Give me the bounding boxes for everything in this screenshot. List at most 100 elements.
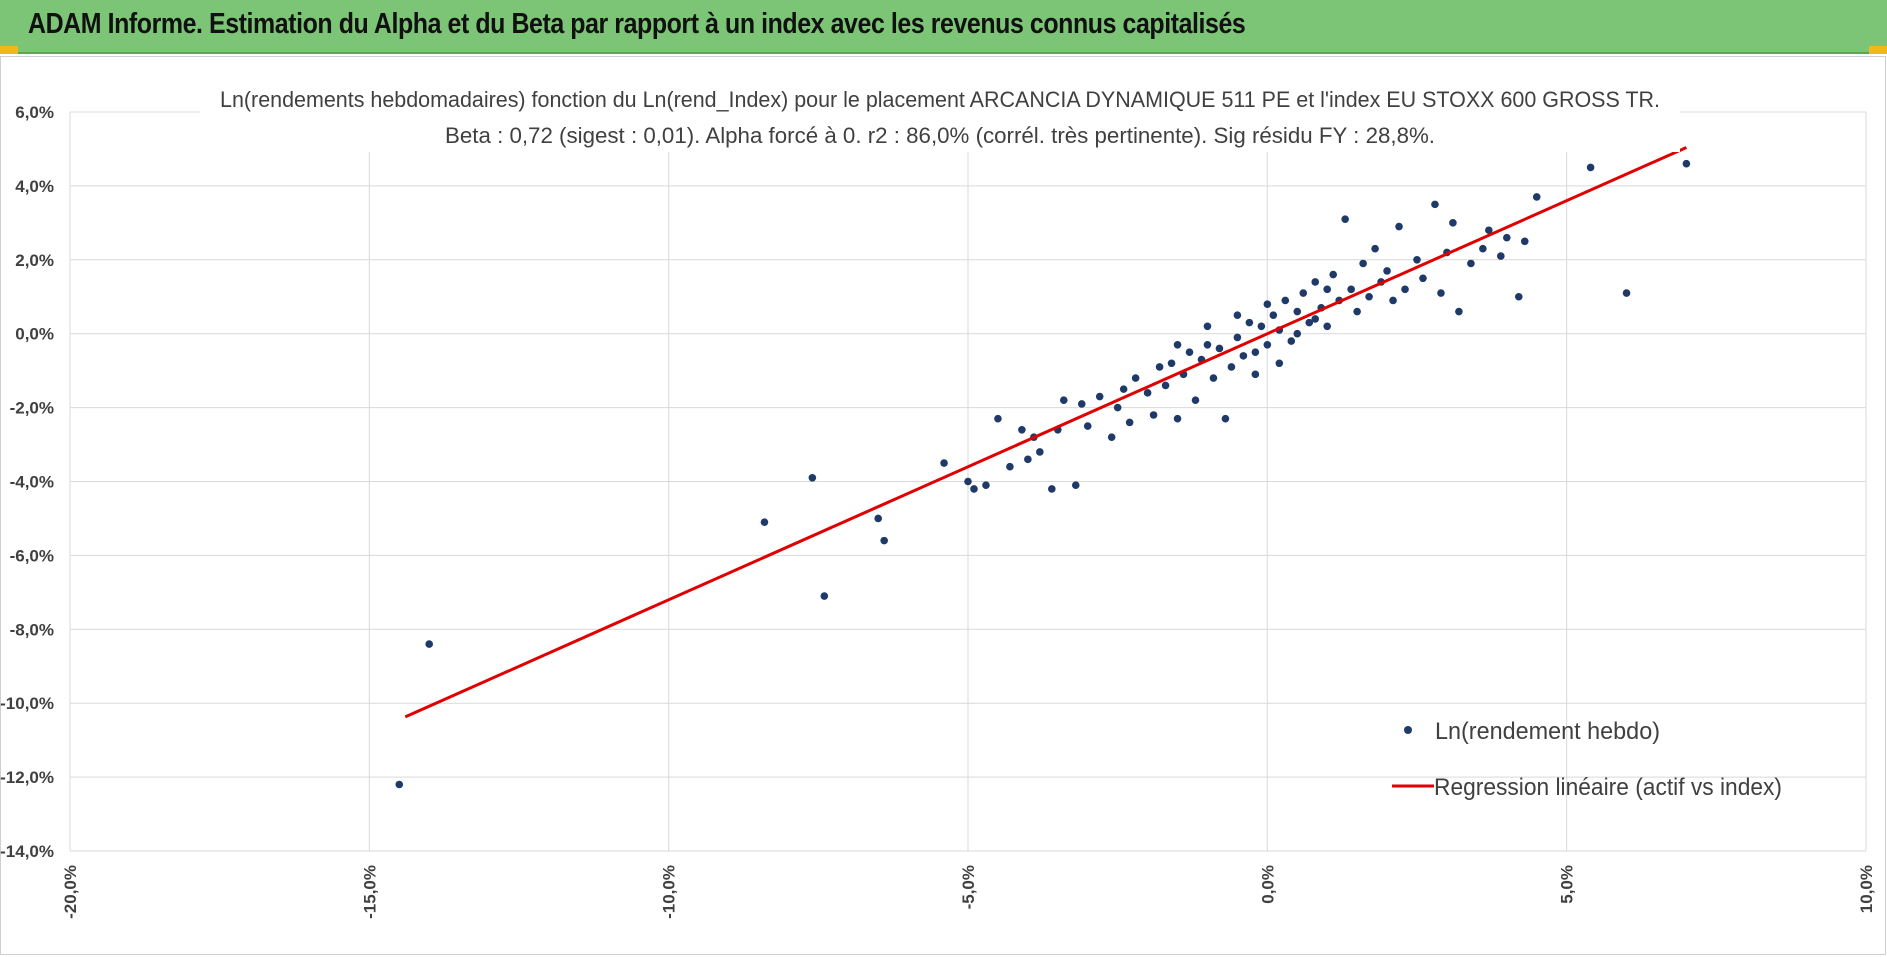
y-tick-label: -4,0% bbox=[10, 473, 54, 492]
data-point bbox=[1353, 307, 1361, 316]
data-point bbox=[964, 477, 972, 486]
data-point bbox=[1371, 244, 1379, 253]
data-point bbox=[1401, 285, 1409, 294]
data-point bbox=[1287, 337, 1296, 345]
data-point bbox=[1413, 255, 1421, 264]
data-point bbox=[1036, 448, 1044, 456]
data-point bbox=[994, 414, 1002, 423]
data-point bbox=[1221, 414, 1230, 423]
data-point bbox=[1006, 462, 1014, 471]
report-title: ADAM Informe. Estimation du Alpha et du … bbox=[28, 8, 1246, 40]
data-point bbox=[1173, 340, 1182, 349]
data-point bbox=[1293, 307, 1302, 316]
y-tick-label: -12,0% bbox=[0, 768, 54, 787]
data-point bbox=[1365, 292, 1373, 301]
x-tick-label: -10,0% bbox=[660, 865, 679, 919]
data-point bbox=[1203, 340, 1212, 349]
title-background bbox=[200, 82, 1680, 152]
regression-line-group bbox=[404, 146, 1688, 719]
x-tick-label: -15,0% bbox=[360, 865, 379, 919]
y-tick-label: -8,0% bbox=[10, 620, 54, 639]
data-point bbox=[1389, 296, 1397, 305]
data-point bbox=[1485, 226, 1493, 235]
chart-title: Ln(rendements hebdomadaires) fonction du… bbox=[220, 87, 1660, 112]
data-point bbox=[1520, 237, 1529, 246]
legend-label-line: Regression linéaire (actif vs index) bbox=[1434, 774, 1782, 801]
data-point bbox=[1173, 414, 1182, 423]
y-tick-label: 0,0% bbox=[15, 325, 54, 344]
data-point bbox=[940, 459, 948, 467]
data-point bbox=[1431, 200, 1439, 209]
chart-subtitle: Beta : 0,72 (sigest : 0,01). Alpha forcé… bbox=[445, 123, 1435, 148]
data-point bbox=[1113, 403, 1122, 412]
x-tick-label: 10,0% bbox=[1857, 865, 1876, 913]
data-point bbox=[1622, 289, 1631, 297]
data-point bbox=[1251, 348, 1260, 356]
y-tick-label: -6,0% bbox=[10, 546, 54, 565]
data-point bbox=[1263, 340, 1272, 349]
data-point bbox=[1305, 318, 1314, 327]
scatter-points bbox=[395, 159, 1691, 789]
data-point bbox=[970, 485, 978, 493]
data-point bbox=[1263, 300, 1272, 308]
data-point bbox=[1383, 267, 1391, 275]
data-point bbox=[760, 518, 769, 526]
y-tick-label: -10,0% bbox=[0, 694, 54, 713]
x-tick-label: -5,0% bbox=[959, 865, 978, 909]
data-point bbox=[1532, 193, 1541, 201]
accent-mark-left bbox=[0, 46, 18, 54]
data-point bbox=[1018, 425, 1026, 434]
data-point bbox=[1209, 374, 1218, 382]
data-point bbox=[1149, 411, 1158, 419]
x-tick-label: -20,0% bbox=[61, 865, 80, 919]
data-point bbox=[1395, 222, 1403, 231]
chart-frame bbox=[0, 56, 1886, 955]
data-point bbox=[1479, 244, 1487, 253]
data-point bbox=[1449, 219, 1457, 227]
data-point bbox=[1215, 344, 1224, 353]
y-tick-label: 4,0% bbox=[15, 177, 54, 196]
data-point bbox=[1281, 296, 1290, 305]
accent-mark-right bbox=[1869, 46, 1887, 54]
y-tick-label: -14,0% bbox=[0, 842, 54, 861]
data-point bbox=[1437, 289, 1445, 297]
legend-marker-points bbox=[1404, 726, 1412, 734]
data-point bbox=[1323, 285, 1331, 294]
data-point bbox=[1167, 359, 1176, 368]
data-point bbox=[1257, 322, 1266, 331]
data-point bbox=[1048, 485, 1056, 493]
data-point bbox=[874, 514, 882, 523]
data-point bbox=[820, 592, 829, 600]
data-point bbox=[1203, 322, 1212, 331]
data-point bbox=[1293, 329, 1302, 338]
axes: -20,0% -15,0% -10,0% -5,0% 0,0% 5,0% 10,0% -14,… bbox=[0, 103, 1876, 919]
data-point bbox=[1071, 481, 1080, 489]
regression-line bbox=[404, 146, 1688, 719]
data-point bbox=[1341, 215, 1349, 223]
y-tick-label: 6,0% bbox=[15, 103, 54, 122]
data-point bbox=[1077, 400, 1086, 408]
y-tick-label: 2,0% bbox=[15, 251, 54, 270]
data-point bbox=[1467, 259, 1475, 268]
data-point bbox=[1359, 259, 1367, 268]
data-point bbox=[1323, 322, 1331, 331]
data-point bbox=[1191, 396, 1200, 405]
legend-label-points: Ln(rendement hebdo) bbox=[1435, 718, 1660, 745]
data-point bbox=[1311, 315, 1320, 323]
data-point bbox=[425, 640, 434, 648]
data-point bbox=[1095, 392, 1104, 401]
x-tick-label: 0,0% bbox=[1258, 865, 1277, 904]
data-point bbox=[1299, 289, 1308, 297]
data-point bbox=[1497, 252, 1505, 260]
data-point bbox=[1682, 159, 1691, 168]
data-point bbox=[880, 536, 888, 545]
data-point bbox=[1251, 370, 1260, 379]
y-tick-label: -2,0% bbox=[10, 399, 54, 418]
data-point bbox=[1131, 374, 1140, 382]
data-point bbox=[1239, 352, 1248, 360]
data-point bbox=[1233, 311, 1242, 320]
data-point bbox=[1503, 233, 1511, 242]
data-point bbox=[1083, 422, 1092, 430]
data-point bbox=[1155, 363, 1164, 371]
data-point bbox=[1024, 455, 1032, 464]
